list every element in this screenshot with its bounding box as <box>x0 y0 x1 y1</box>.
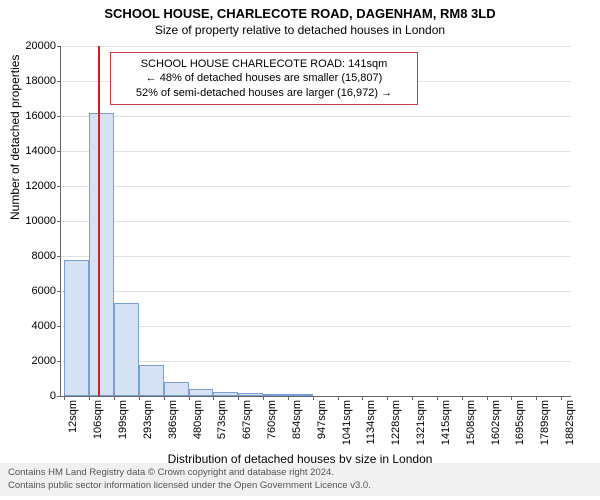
ytick-label: 16000 <box>16 110 56 122</box>
ytick-label: 8000 <box>16 250 56 262</box>
reference-marker <box>98 46 100 396</box>
xtick-label: 947sqm <box>316 400 328 439</box>
xtick-mark <box>387 396 388 400</box>
xtick-mark <box>412 396 413 400</box>
xtick-mark <box>487 396 488 400</box>
chart-container: SCHOOL HOUSE, CHARLECOTE ROAD, DAGENHAM,… <box>0 0 600 500</box>
histogram-bar <box>263 394 288 396</box>
xtick-label: 760sqm <box>266 400 278 439</box>
gridline <box>61 291 571 292</box>
xtick-label: 1134sqm <box>365 400 377 444</box>
histogram-bar <box>213 392 238 396</box>
xtick-mark <box>114 396 115 400</box>
ytick-mark <box>57 116 61 117</box>
ytick-mark <box>57 326 61 327</box>
xtick-label: 667sqm <box>241 400 253 439</box>
chart-title: SCHOOL HOUSE, CHARLECOTE ROAD, DAGENHAM,… <box>0 0 600 21</box>
xtick-mark <box>164 396 165 400</box>
xtick-label: 1321sqm <box>415 400 427 445</box>
xtick-label: 1228sqm <box>390 400 402 445</box>
xtick-label: 480sqm <box>192 400 204 439</box>
xtick-mark <box>238 396 239 400</box>
ytick-label: 12000 <box>16 180 56 192</box>
chart-subtitle: Size of property relative to detached ho… <box>0 21 600 41</box>
ytick-mark <box>57 186 61 187</box>
gridline <box>61 116 571 117</box>
ytick-mark <box>57 361 61 362</box>
xtick-label: 1695sqm <box>514 400 526 445</box>
xtick-label: 12sqm <box>67 400 79 433</box>
xtick-label: 1508sqm <box>465 400 477 445</box>
footer-line1: Contains HM Land Registry data © Crown c… <box>8 467 592 479</box>
annotation-line2: ← 48% of detached houses are smaller (15… <box>119 71 409 85</box>
histogram-bar <box>164 382 189 396</box>
ytick-label: 4000 <box>16 320 56 332</box>
xtick-label: 573sqm <box>216 400 228 439</box>
gridline <box>61 256 571 257</box>
xtick-mark <box>263 396 264 400</box>
gridline <box>61 186 571 187</box>
ytick-mark <box>57 396 61 397</box>
gridline <box>61 221 571 222</box>
xtick-mark <box>139 396 140 400</box>
histogram-bar <box>238 393 263 396</box>
xtick-mark <box>338 396 339 400</box>
histogram-bar <box>189 389 214 396</box>
xtick-label: 854sqm <box>291 400 303 439</box>
xtick-mark <box>511 396 512 400</box>
xtick-label: 293sqm <box>142 400 154 439</box>
gridline <box>61 46 571 47</box>
xtick-label: 1602sqm <box>490 400 502 445</box>
ytick-label: 20000 <box>16 40 56 52</box>
ytick-mark <box>57 151 61 152</box>
xtick-mark <box>313 396 314 400</box>
xtick-label: 1882sqm <box>564 400 576 445</box>
histogram-bar <box>114 303 139 396</box>
ytick-mark <box>57 81 61 82</box>
xtick-mark <box>462 396 463 400</box>
xtick-mark <box>64 396 65 400</box>
ytick-label: 14000 <box>16 145 56 157</box>
xtick-label: 199sqm <box>117 400 129 439</box>
xtick-label: 106sqm <box>92 400 104 439</box>
xtick-label: 1041sqm <box>341 400 353 445</box>
ytick-mark <box>57 221 61 222</box>
xtick-label: 1789sqm <box>539 400 551 445</box>
ytick-label: 6000 <box>16 285 56 297</box>
ytick-mark <box>57 291 61 292</box>
annotation-line1: SCHOOL HOUSE CHARLECOTE ROAD: 141sqm <box>119 57 409 71</box>
annotation-box: SCHOOL HOUSE CHARLECOTE ROAD: 141sqm ← 4… <box>110 52 418 105</box>
xtick-mark <box>437 396 438 400</box>
footer-line2: Contains public sector information licen… <box>8 480 592 492</box>
xtick-mark <box>288 396 289 400</box>
xtick-mark <box>213 396 214 400</box>
ytick-label: 10000 <box>16 215 56 227</box>
footer: Contains HM Land Registry data © Crown c… <box>0 463 600 496</box>
xtick-mark <box>89 396 90 400</box>
histogram-bar <box>288 394 313 396</box>
histogram-bar <box>64 260 89 397</box>
xtick-label: 1415sqm <box>440 400 452 445</box>
xtick-mark <box>362 396 363 400</box>
xtick-mark <box>536 396 537 400</box>
ytick-label: 0 <box>16 390 56 402</box>
ytick-mark <box>57 46 61 47</box>
ytick-label: 2000 <box>16 355 56 367</box>
histogram-bar <box>89 113 114 397</box>
ytick-label: 18000 <box>16 75 56 87</box>
ytick-mark <box>57 256 61 257</box>
xtick-mark <box>561 396 562 400</box>
gridline <box>61 151 571 152</box>
annotation-line3: 52% of semi-detached houses are larger (… <box>119 86 409 100</box>
xtick-mark <box>189 396 190 400</box>
xtick-label: 386sqm <box>167 400 179 439</box>
histogram-bar <box>139 365 164 397</box>
